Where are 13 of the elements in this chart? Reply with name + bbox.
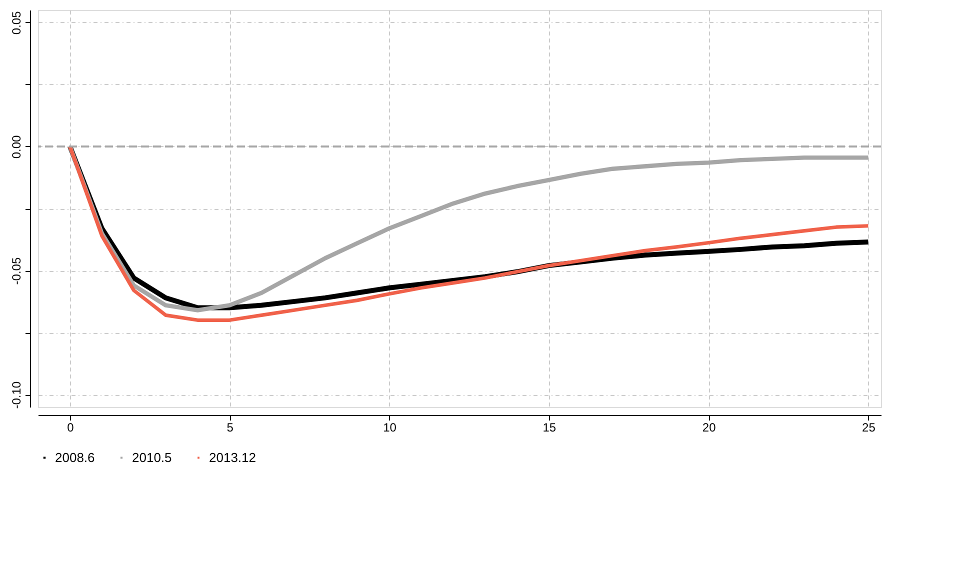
x-tick-label: 10 bbox=[383, 420, 397, 434]
legend-label: 2013.12 bbox=[209, 450, 256, 465]
y-tick-label: -0.05 bbox=[10, 257, 24, 285]
x-tick-label: 0 bbox=[67, 420, 74, 434]
x-tick-label: 15 bbox=[542, 420, 556, 434]
y-tick-label: 0.05 bbox=[10, 10, 24, 35]
y-tick-label: -0.10 bbox=[10, 381, 24, 409]
x-tick-label: 20 bbox=[702, 420, 716, 434]
x-tick-label: 5 bbox=[226, 420, 234, 434]
legend-label: 2010.5 bbox=[132, 450, 172, 465]
x-tick-label: 25 bbox=[862, 420, 876, 434]
y-tick-label: 0.00 bbox=[10, 134, 24, 159]
legend-label: 2008.6 bbox=[55, 450, 95, 465]
